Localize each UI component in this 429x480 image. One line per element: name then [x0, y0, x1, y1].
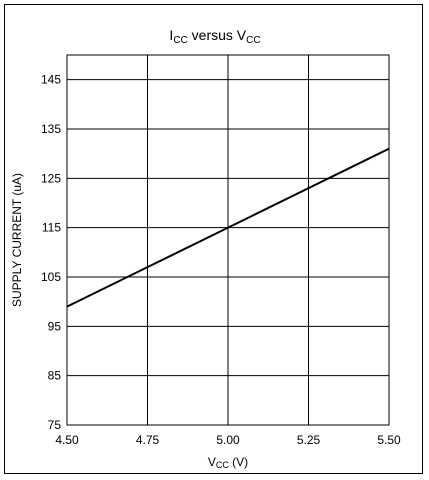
y-tick-labels: 75 85 95 105 115 125 135 145	[41, 73, 61, 432]
chart-title-main-sub: CC	[173, 35, 187, 46]
y-tick-label: 145	[41, 73, 61, 87]
x-tick-label: 4.75	[136, 433, 160, 447]
chart-frame: ICC versus VCC 75 85 95 105 115 125 135 145 4.5…	[4, 4, 423, 474]
x-tick-labels: 4.50 4.75 5.00 5.25 5.50	[55, 433, 401, 447]
y-tick-label: 95	[48, 319, 62, 333]
chart-title: ICC versus VCC	[169, 27, 260, 46]
y-tick-label: 85	[48, 369, 62, 383]
y-tick-label: 115	[42, 221, 61, 235]
x-tick-label: 5.25	[297, 433, 321, 447]
x-axis-label-sub: CC	[216, 460, 229, 470]
x-tick-label: 4.50	[55, 433, 79, 447]
y-axis-label: SUPPLY CURRENT (uA)	[10, 173, 24, 307]
chart-title-end-sub: CC	[246, 35, 260, 46]
x-axis-label-main: V	[208, 455, 216, 469]
x-tick-label: 5.50	[377, 433, 401, 447]
y-tick-label: 125	[41, 171, 61, 185]
plot-area-border	[66, 54, 390, 426]
chart-title-main: I	[169, 27, 173, 43]
y-tick-label: 75	[48, 418, 62, 432]
x-tick-label: 5.00	[216, 433, 240, 447]
grid-layer	[67, 55, 389, 425]
y-tick-label: 135	[41, 122, 61, 136]
x-axis-label: VCC (V)	[208, 455, 248, 470]
series-layer	[66, 147, 390, 308]
y-tick-label: 105	[41, 270, 61, 284]
chart-title-middle: versus V	[188, 27, 247, 43]
x-axis-label-rest: (V)	[229, 455, 248, 469]
series-line	[66, 147, 390, 308]
